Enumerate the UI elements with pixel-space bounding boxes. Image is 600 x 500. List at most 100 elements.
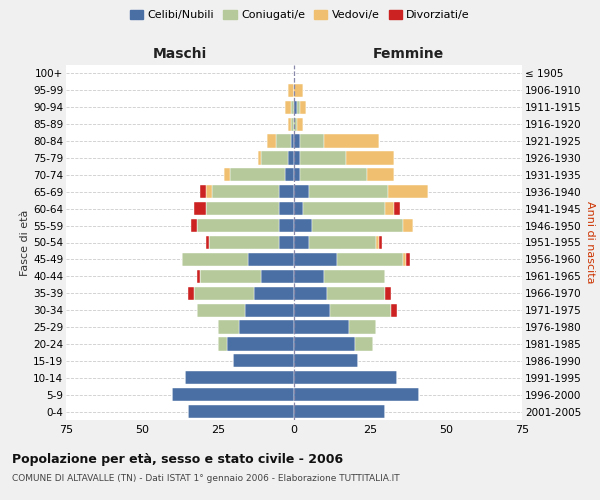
Bar: [300, 134, 325, 147]
Bar: [260, 270, 294, 283]
Bar: [355, 338, 373, 350]
Bar: [218, 320, 239, 334]
Bar: [300, 168, 367, 181]
Bar: [291, 100, 294, 114]
Legend: Celibi/Nubili, Coniugati/e, Vedovi/e, Divorziati/e: Celibi/Nubili, Coniugati/e, Vedovi/e, Di…: [125, 6, 475, 25]
Bar: [294, 236, 309, 249]
Bar: [212, 185, 279, 198]
Bar: [309, 185, 388, 198]
Bar: [194, 202, 206, 215]
Bar: [279, 236, 294, 249]
Bar: [288, 84, 294, 97]
Bar: [206, 202, 279, 215]
Bar: [197, 270, 200, 283]
Bar: [294, 253, 337, 266]
Bar: [200, 185, 206, 198]
Bar: [403, 253, 406, 266]
Bar: [266, 134, 276, 147]
Bar: [325, 134, 379, 147]
Bar: [230, 168, 285, 181]
Bar: [328, 286, 385, 300]
Bar: [309, 236, 376, 249]
Bar: [294, 152, 300, 164]
Bar: [294, 320, 349, 334]
Bar: [294, 286, 328, 300]
Bar: [248, 253, 294, 266]
Bar: [300, 152, 346, 164]
Bar: [294, 118, 297, 131]
Bar: [285, 100, 291, 114]
Bar: [294, 100, 297, 114]
Bar: [325, 270, 385, 283]
Bar: [385, 202, 394, 215]
Bar: [294, 202, 303, 215]
Bar: [279, 219, 294, 232]
Bar: [257, 152, 260, 164]
Bar: [385, 286, 391, 300]
Y-axis label: Fasce di età: Fasce di età: [20, 210, 30, 276]
Bar: [260, 152, 288, 164]
Bar: [388, 185, 428, 198]
Bar: [379, 236, 382, 249]
Bar: [194, 286, 254, 300]
Bar: [294, 371, 397, 384]
Bar: [331, 304, 391, 316]
Bar: [303, 202, 385, 215]
Bar: [294, 84, 303, 97]
Bar: [276, 134, 291, 147]
Text: COMUNE DI ALTAVALLE (TN) - Dati ISTAT 1° gennaio 2006 - Elaborazione TUTTITALIA.: COMUNE DI ALTAVALLE (TN) - Dati ISTAT 1°…: [12, 474, 400, 483]
Bar: [206, 236, 209, 249]
Bar: [312, 219, 403, 232]
Bar: [279, 202, 294, 215]
Bar: [200, 270, 260, 283]
Bar: [224, 168, 230, 181]
Bar: [349, 320, 376, 334]
Y-axis label: Anni di nascita: Anni di nascita: [586, 201, 595, 284]
Bar: [294, 168, 300, 181]
Bar: [294, 134, 300, 147]
Bar: [294, 270, 325, 283]
Bar: [294, 185, 309, 198]
Bar: [406, 253, 410, 266]
Bar: [209, 236, 279, 249]
Bar: [288, 152, 294, 164]
Bar: [291, 118, 294, 131]
Bar: [254, 286, 294, 300]
Bar: [294, 219, 312, 232]
Bar: [172, 388, 294, 401]
Bar: [188, 405, 294, 418]
Text: Popolazione per età, sesso e stato civile - 2006: Popolazione per età, sesso e stato civil…: [12, 452, 343, 466]
Bar: [206, 185, 212, 198]
Bar: [218, 338, 227, 350]
Bar: [294, 354, 358, 368]
Text: Femmine: Femmine: [373, 48, 443, 62]
Bar: [294, 338, 355, 350]
Bar: [294, 405, 385, 418]
Bar: [337, 253, 403, 266]
Bar: [197, 304, 245, 316]
Bar: [233, 354, 294, 368]
Bar: [285, 168, 294, 181]
Bar: [403, 219, 413, 232]
Bar: [300, 100, 306, 114]
Bar: [291, 134, 294, 147]
Bar: [297, 100, 300, 114]
Bar: [376, 236, 379, 249]
Bar: [245, 304, 294, 316]
Bar: [182, 253, 248, 266]
Bar: [188, 286, 194, 300]
Bar: [394, 202, 400, 215]
Bar: [239, 320, 294, 334]
Bar: [185, 371, 294, 384]
Bar: [294, 388, 419, 401]
Bar: [227, 338, 294, 350]
Bar: [197, 219, 279, 232]
Bar: [346, 152, 394, 164]
Bar: [294, 304, 331, 316]
Bar: [367, 168, 394, 181]
Bar: [279, 185, 294, 198]
Bar: [288, 118, 291, 131]
Bar: [391, 304, 397, 316]
Bar: [297, 118, 303, 131]
Bar: [191, 219, 197, 232]
